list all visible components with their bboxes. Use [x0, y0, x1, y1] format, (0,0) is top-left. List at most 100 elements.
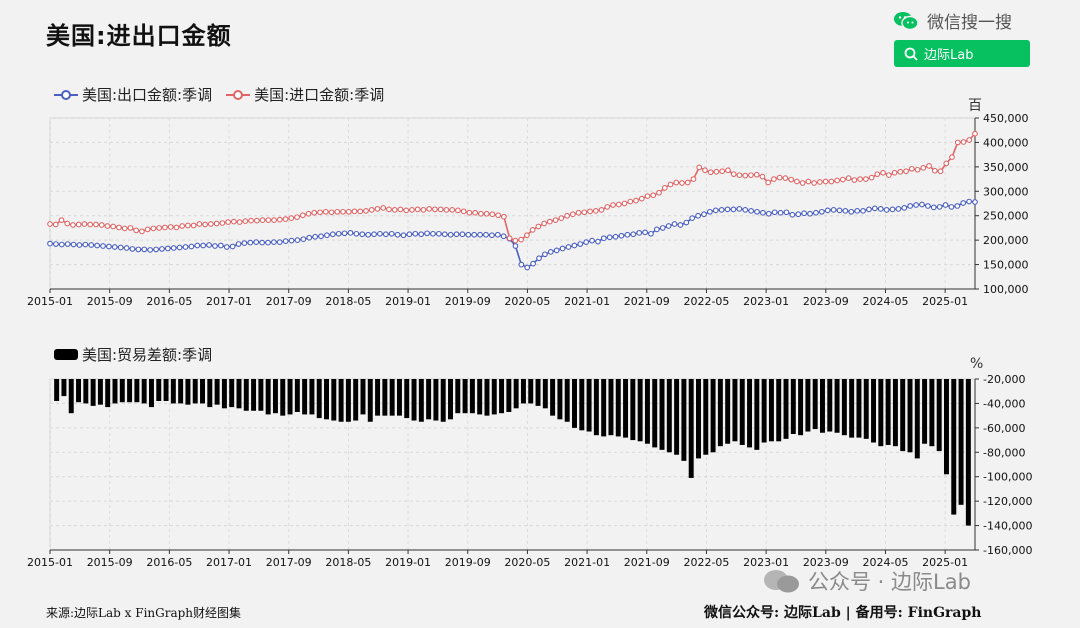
trade-balance-bar: [105, 379, 111, 408]
data-point-import: [621, 200, 628, 207]
wechat-search-brand[interactable]: 微信搜一搜: [893, 8, 1012, 33]
data-point-import: [696, 164, 703, 171]
trade-balance-bar: [499, 379, 505, 414]
data-point-export: [406, 231, 413, 238]
bottom-y-tick-label: -20,000: [983, 373, 1025, 386]
data-point-export: [754, 208, 760, 215]
top-y-tick-label: 150,000: [983, 259, 1029, 272]
data-point-export: [441, 231, 448, 238]
bottom-y-tick-label: -120,000: [983, 495, 1032, 508]
data-point-export: [371, 231, 377, 238]
trade-balance-bar: [943, 379, 949, 475]
trade-balance-bar: [382, 379, 388, 416]
data-point-import: [87, 221, 94, 228]
data-point-import: [426, 206, 433, 212]
data-point-import: [98, 222, 105, 228]
data-point-export: [53, 241, 59, 247]
data-point-export: [318, 233, 324, 240]
data-point-export: [394, 231, 401, 238]
trade-balance-bar: [462, 379, 468, 414]
bottom-x-tick-label: 2024-05: [862, 556, 908, 569]
data-point-export: [948, 204, 955, 210]
data-point-import: [121, 225, 128, 232]
top-x-tick-label: 2022-05: [683, 295, 729, 308]
data-point-import: [926, 163, 932, 169]
trade-balance-bar: [907, 379, 913, 453]
data-point-export: [536, 255, 542, 262]
wechat-official-icon: [764, 570, 799, 593]
trade-balance-bar: [258, 379, 264, 411]
top-y-tick-label: 200,000: [983, 234, 1029, 247]
data-point-import: [885, 172, 892, 179]
data-point-import: [443, 207, 450, 213]
data-point-export: [942, 202, 949, 208]
trade-balance-bar: [535, 379, 541, 406]
trade-balance-bar: [951, 379, 957, 515]
data-point-import: [213, 220, 220, 227]
search-button[interactable]: 边际Lab: [894, 40, 1030, 67]
data-point-import: [52, 221, 59, 228]
legend-import-label: 美国:进口金额:季调: [254, 86, 385, 104]
top-legend: 美国:出口金额:季调 美国:进口金额:季调: [54, 84, 398, 105]
data-point-import: [345, 208, 352, 215]
data-point-export: [771, 209, 778, 216]
trade-balance-bar: [783, 379, 789, 439]
data-point-import: [673, 179, 680, 186]
data-point-import: [242, 218, 249, 224]
data-point-import: [420, 207, 427, 213]
data-point-export: [265, 239, 271, 246]
trade-balance-bar: [221, 379, 227, 409]
data-point-import: [633, 197, 639, 204]
data-point-import: [822, 178, 829, 185]
data-point-export: [436, 230, 442, 237]
data-point-export: [842, 207, 849, 214]
data-point-import: [862, 176, 869, 182]
data-point-import: [156, 225, 163, 231]
legend-export-marker: [54, 89, 78, 100]
trade-balance-bar: [280, 379, 286, 416]
data-point-export: [412, 230, 419, 237]
data-point-export: [182, 244, 189, 250]
data-point-export: [200, 242, 207, 249]
data-point-export: [111, 244, 118, 250]
bottom-x-tick-label: 2022-05: [683, 556, 729, 569]
data-point-import: [667, 181, 674, 188]
data-point-import: [253, 217, 260, 224]
data-point-import: [615, 201, 622, 208]
data-point-import: [489, 211, 496, 218]
data-point-import: [713, 168, 720, 175]
data-point-import: [742, 172, 749, 179]
data-point-export: [418, 231, 425, 238]
trade-balance-bar: [185, 379, 191, 405]
trade-balance-bar: [637, 379, 643, 442]
data-point-import: [868, 174, 875, 181]
data-point-export: [683, 219, 690, 226]
trade-balance-bar: [367, 379, 373, 422]
data-point-export: [229, 243, 236, 250]
trade-balance-bar: [841, 379, 847, 436]
data-point-import: [219, 220, 226, 226]
top-x-tick-label: 2015-01: [27, 295, 73, 308]
data-point-import: [190, 222, 197, 229]
trade-balance-bar: [958, 379, 964, 505]
top-x-tick-label: 2023-01: [743, 295, 789, 308]
data-point-export: [860, 207, 866, 214]
data-point-import: [403, 207, 410, 214]
data-point-export: [100, 243, 106, 249]
data-point-export: [695, 212, 701, 219]
trade-balance-bar: [863, 379, 869, 439]
data-point-export: [365, 231, 372, 238]
data-point-import: [707, 169, 714, 176]
data-point-import: [541, 220, 547, 227]
trade-balance-bar: [272, 379, 278, 414]
data-point-import: [903, 168, 909, 175]
data-point-export: [830, 207, 837, 213]
top-y-tick-label: 350,000: [983, 161, 1029, 174]
data-point-import: [725, 167, 731, 174]
data-point-import: [610, 202, 616, 208]
trade-balance-bar: [396, 379, 402, 416]
trade-balance-bar: [404, 379, 410, 419]
data-point-import: [937, 168, 944, 175]
trade-balance-bar: [331, 379, 337, 421]
trade-balance-bar: [112, 379, 118, 404]
